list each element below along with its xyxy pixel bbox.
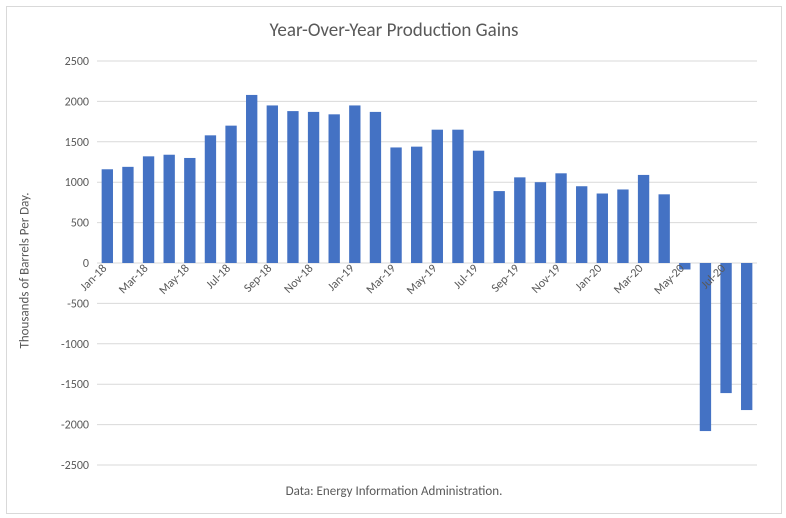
bar: [720, 263, 731, 393]
svg-text:-2000: -2000: [61, 419, 89, 433]
bar: [494, 191, 505, 263]
bar: [225, 126, 236, 263]
svg-text:Mar-18: Mar-18: [116, 262, 151, 297]
svg-text:Jan-20: Jan-20: [573, 262, 605, 294]
bar: [514, 177, 525, 263]
bar: [535, 182, 546, 263]
bar: [370, 112, 381, 263]
svg-text:500: 500: [71, 217, 89, 231]
svg-text:Nov-18: Nov-18: [282, 262, 317, 297]
bar: [143, 156, 154, 263]
y-axis-label: Thousands of Barrels Per Day.: [18, 192, 33, 348]
svg-text:May-19: May-19: [404, 262, 440, 298]
svg-text:-1000: -1000: [61, 338, 89, 352]
svg-text:Mar-19: Mar-19: [364, 262, 399, 297]
bar: [164, 155, 175, 263]
bar: [329, 114, 340, 263]
bar: [659, 194, 670, 263]
bar: [555, 173, 566, 263]
svg-text:May-18: May-18: [157, 262, 193, 298]
bar: [349, 105, 360, 263]
bar: [205, 135, 216, 263]
chart-caption: Data: Energy Information Administration.: [7, 484, 781, 499]
svg-text:-2500: -2500: [61, 459, 89, 473]
plot-area: -2500-2000-1500-1000-5000500100015002000…: [97, 61, 757, 465]
svg-text:Mar-20: Mar-20: [611, 262, 646, 297]
svg-text:Jul-19: Jul-19: [451, 262, 481, 292]
svg-text:May-20: May-20: [652, 262, 688, 298]
bar: [638, 175, 649, 263]
bar: [597, 194, 608, 263]
svg-text:-1500: -1500: [61, 378, 89, 392]
bar: [122, 167, 133, 263]
bar: [411, 147, 422, 263]
svg-text:0: 0: [83, 257, 89, 271]
bar: [308, 112, 319, 263]
svg-text:1500: 1500: [65, 136, 89, 150]
svg-text:Nov-19: Nov-19: [529, 262, 564, 297]
bar: [576, 186, 587, 263]
svg-text:Jul-18: Jul-18: [204, 262, 234, 292]
bar: [741, 263, 752, 410]
chart-title: Year-Over-Year Production Gains: [7, 19, 781, 42]
bar: [267, 105, 278, 263]
svg-text:Sep-19: Sep-19: [489, 262, 523, 296]
bar: [184, 158, 195, 263]
svg-text:-500: -500: [67, 297, 89, 311]
chart-frame: Year-Over-Year Production Gains Thousand…: [6, 6, 782, 514]
bar: [473, 151, 484, 263]
chart-svg: -2500-2000-1500-1000-5000500100015002000…: [97, 61, 757, 465]
svg-text:1000: 1000: [65, 176, 89, 190]
bar: [246, 95, 257, 263]
y-axis-label-wrap: Thousands of Barrels Per Day.: [15, 67, 35, 473]
bar: [287, 111, 298, 263]
bar: [390, 147, 401, 263]
svg-text:2000: 2000: [65, 95, 89, 109]
bar: [617, 189, 628, 263]
svg-text:Sep-18: Sep-18: [241, 262, 275, 296]
bar: [452, 130, 463, 263]
svg-text:2500: 2500: [65, 55, 89, 69]
bar: [102, 169, 113, 263]
bar: [432, 130, 443, 263]
svg-text:Jan-19: Jan-19: [325, 262, 357, 294]
